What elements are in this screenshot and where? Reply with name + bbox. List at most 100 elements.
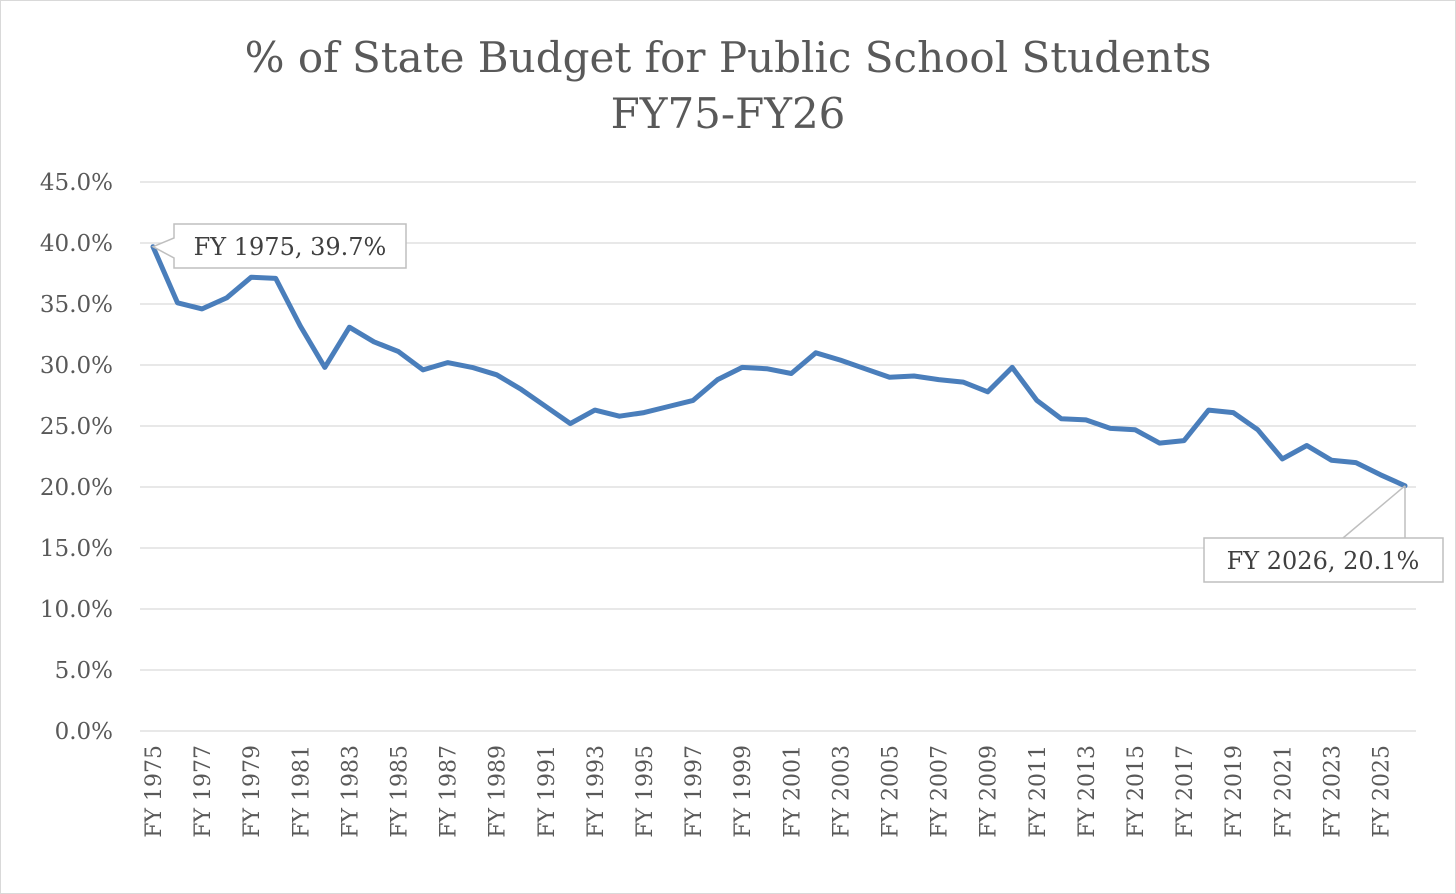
data-point <box>347 325 352 330</box>
x-tick-label: FY 1987 <box>437 745 462 838</box>
data-point <box>641 410 646 415</box>
x-tick-label: FY 1999 <box>731 745 756 838</box>
data-point <box>396 349 401 354</box>
data-point <box>617 414 622 419</box>
series-layer <box>150 244 1408 489</box>
data-point <box>568 421 573 426</box>
x-tick-label: FY 2003 <box>829 745 854 838</box>
x-tick-label: FY 2017 <box>1173 745 1198 838</box>
x-tick-label: FY 1985 <box>387 745 412 838</box>
data-point <box>813 350 818 355</box>
x-tick-label: FY 2025 <box>1369 745 1394 838</box>
data-point <box>961 380 966 385</box>
x-tick-label: FY 2021 <box>1271 745 1296 838</box>
data-point <box>1329 458 1334 463</box>
x-tick-label: FY 1977 <box>191 745 216 838</box>
data-point <box>445 360 450 365</box>
y-tick-label: 30.0% <box>40 353 113 379</box>
y-axis: 0.0% 5.0% 10.0% 15.0% 20.0% 25.0% 30.0% 35.0% 40… <box>40 170 113 745</box>
callout-leader-end <box>1342 485 1406 539</box>
x-tick-label: FY 1995 <box>633 745 658 838</box>
callout-label-end: FY 2026, 20.1% <box>1227 547 1420 575</box>
data-point <box>1182 438 1187 443</box>
x-tick-label: FY 1989 <box>486 745 511 838</box>
data-point <box>421 367 426 372</box>
data-point <box>862 366 867 371</box>
data-point <box>1378 472 1383 477</box>
x-tick-label: FY 2001 <box>780 745 805 838</box>
x-tick-label: FY 1993 <box>584 745 609 838</box>
data-point <box>1353 460 1358 465</box>
data-point <box>249 275 254 280</box>
data-point <box>887 375 892 380</box>
data-point <box>543 404 548 409</box>
x-tick-label: FY 2013 <box>1075 745 1100 838</box>
data-point <box>175 300 180 305</box>
y-tick-label: 40.0% <box>40 231 113 257</box>
x-tick-label: FY 1975 <box>142 745 167 838</box>
x-axis: FY 1975 FY 1977 FY 1979 FY 1981 FY 1983 FY 19… <box>142 745 1394 838</box>
data-point <box>666 404 671 409</box>
callout-label-start: FY 1975, 39.7% <box>194 233 387 261</box>
chart-title-line-1: % of State Budget for Public School Stud… <box>245 33 1212 82</box>
data-point <box>494 372 499 377</box>
y-tick-label: 0.0% <box>55 719 113 745</box>
data-point <box>1083 417 1088 422</box>
data-point <box>1280 456 1285 461</box>
y-tick-label: 20.0% <box>40 475 113 501</box>
callout-box-end <box>1203 537 1444 583</box>
data-point <box>1132 427 1137 432</box>
data-point <box>1255 427 1260 432</box>
data-point <box>1206 408 1211 413</box>
chart-title-line-2: FY75-FY26 <box>611 89 846 138</box>
data-point <box>470 365 475 370</box>
data-point <box>1157 441 1162 446</box>
data-point <box>985 389 990 394</box>
y-tick-label: 45.0% <box>40 170 113 196</box>
data-point <box>789 371 794 376</box>
x-tick-label: FY 2005 <box>878 745 903 838</box>
data-point <box>224 295 229 300</box>
x-tick-label: FY 1981 <box>289 745 314 838</box>
data-point <box>371 339 376 344</box>
x-tick-label: FY 2023 <box>1320 745 1345 838</box>
callouts: FY 1975, 39.7% FY 2026, 20.1% <box>151 223 1444 583</box>
data-point <box>273 276 278 281</box>
data-point <box>322 365 327 370</box>
y-tick-label: 15.0% <box>40 536 113 562</box>
x-tick-label: FY 1991 <box>535 745 560 838</box>
y-tick-label: 10.0% <box>40 597 113 623</box>
data-point <box>764 366 769 371</box>
data-point <box>1231 410 1236 415</box>
data-point <box>715 377 720 382</box>
data-point <box>200 306 205 311</box>
data-point <box>691 398 696 403</box>
data-point <box>1010 365 1015 370</box>
data-point <box>740 365 745 370</box>
data-point <box>1059 416 1064 421</box>
y-tick-label: 35.0% <box>40 292 113 318</box>
data-point <box>912 373 917 378</box>
x-tick-label: FY 2019 <box>1222 745 1247 838</box>
callout-box-start <box>151 223 407 269</box>
data-point <box>519 387 524 392</box>
y-tick-label: 25.0% <box>40 414 113 440</box>
series-line <box>150 244 1408 489</box>
data-point <box>1108 426 1113 431</box>
x-tick-label: FY 2009 <box>977 745 1002 838</box>
data-point <box>838 358 843 363</box>
x-tick-label: FY 2007 <box>928 745 953 838</box>
x-tick-label: FY 1979 <box>240 745 265 838</box>
data-point <box>592 408 597 413</box>
data-point <box>936 377 941 382</box>
data-point <box>1034 398 1039 403</box>
y-tick-label: 5.0% <box>55 658 113 684</box>
x-tick-label: FY 1983 <box>338 745 363 838</box>
data-point <box>1304 443 1309 448</box>
data-point <box>298 323 303 328</box>
x-tick-label: FY 2011 <box>1026 745 1051 838</box>
x-tick-label: FY 2015 <box>1124 745 1149 838</box>
x-tick-label: FY 1997 <box>682 745 707 838</box>
